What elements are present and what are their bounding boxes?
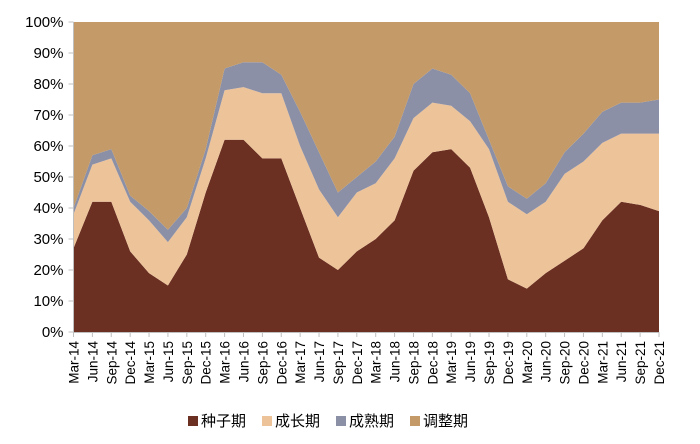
y-tick-label: 100%: [25, 14, 63, 31]
x-tick-label: Mar-20: [520, 341, 535, 384]
legend-item-growth: 成长期: [262, 410, 320, 431]
axes: 0%10%20%30%40%50%60%70%80%90%100%Mar-14 J…: [25, 14, 667, 385]
x-tick-label: Dec-16: [274, 341, 289, 385]
legend-swatch-adjustment: [410, 415, 421, 426]
y-tick-label: 50%: [33, 169, 63, 186]
x-tick-label: Sep-15: [180, 341, 195, 385]
legend-label-adjustment: 调整期: [423, 412, 469, 430]
legend-item-mature: 成熟期: [336, 410, 394, 431]
y-tick-label: 10%: [33, 293, 63, 310]
x-tick-label: Dec-21: [652, 341, 667, 385]
plot-area: [73, 22, 659, 332]
x-tick-label: Dec-14: [123, 341, 138, 385]
y-tick-label: 60%: [33, 138, 63, 155]
x-tick-label: Jun-21: [614, 341, 629, 382]
legend-swatch-mature: [336, 415, 347, 426]
x-tick-label: Sep-18: [407, 341, 422, 385]
x-tick-label: Mar-15: [142, 341, 157, 384]
legend-swatch-growth: [262, 415, 273, 426]
legend-label-mature: 成熟期: [349, 412, 395, 430]
x-tick-label: Dec-18: [425, 341, 440, 385]
y-tick-label: 40%: [33, 200, 63, 217]
legend-item-seed: 种子期: [188, 410, 246, 431]
area-adjustment: [73, 22, 659, 230]
legend-label-seed: 种子期: [201, 412, 247, 430]
area-seed: [73, 139, 659, 332]
x-tick-label: Jun-14: [85, 341, 100, 383]
x-tick-label: Dec-19: [501, 341, 516, 385]
x-tick-label: Jun-20: [539, 341, 554, 382]
x-tick-label: Sep-14: [104, 341, 119, 385]
x-tick-label: Jun-19: [463, 341, 478, 382]
x-tick-label: Jun-18: [388, 341, 403, 382]
legend-item-adjustment: 调整期: [410, 410, 468, 431]
legend-label-growth: 成长期: [275, 412, 321, 430]
x-tick-label: Mar-18: [369, 341, 384, 384]
x-tick-label: Sep-17: [331, 341, 346, 385]
x-tick-label: Mar-19: [444, 341, 459, 384]
y-tick-label: 30%: [33, 231, 63, 248]
x-tick-label: Jun-16: [237, 341, 252, 382]
x-tick-label: Jun-15: [161, 341, 176, 382]
x-tick-label: Mar-21: [595, 341, 610, 384]
x-tick-label: Dec-15: [199, 341, 214, 385]
y-tick-label: 80%: [33, 76, 63, 93]
area-mature: [73, 62, 659, 243]
x-tick-label: Mar-17: [293, 341, 308, 384]
x-tick-label: Sep-19: [482, 341, 497, 385]
y-tick-label: 90%: [33, 45, 63, 62]
x-tick-label: Jun-17: [312, 341, 327, 382]
x-tick-label: Mar-14: [67, 341, 82, 384]
y-tick-label: 70%: [33, 107, 63, 124]
y-tick-label: 20%: [33, 262, 63, 279]
x-tick-label: Mar-16: [218, 341, 233, 384]
x-tick-label: Dec-17: [350, 341, 365, 385]
area-growth: [73, 87, 659, 289]
x-tick-label: Sep-21: [633, 341, 648, 385]
x-tick-label: Sep-16: [255, 341, 270, 385]
x-tick-label: Dec-20: [577, 341, 592, 385]
y-tick-label: 0%: [42, 324, 64, 341]
legend-swatch-seed: [188, 415, 198, 426]
legend: 种子期 成长期 成熟期 调整期: [188, 410, 468, 431]
x-tick-label: Sep-20: [558, 341, 573, 385]
